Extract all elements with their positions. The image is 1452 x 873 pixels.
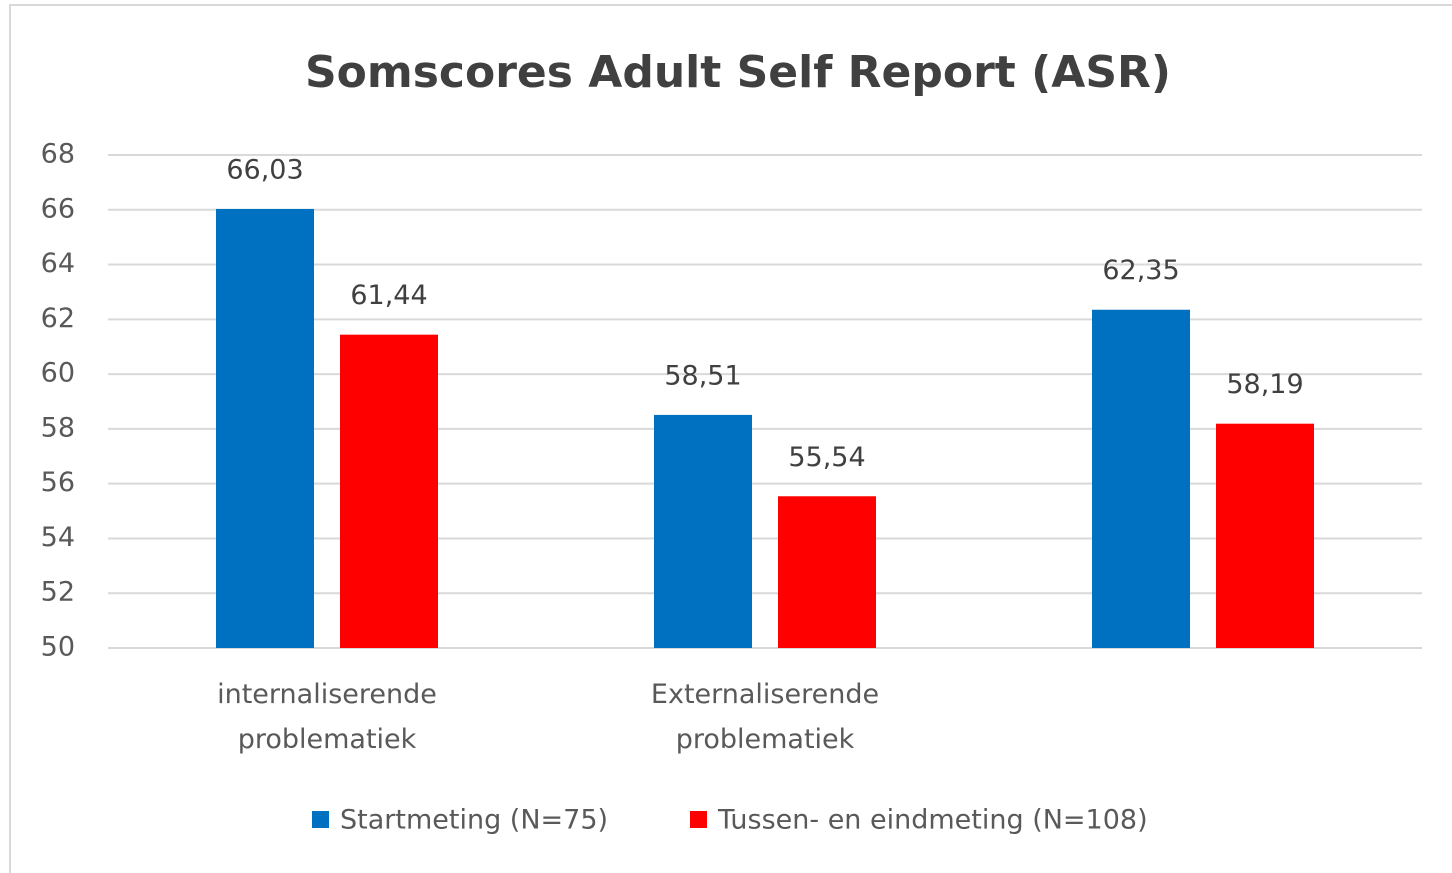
bar — [778, 496, 876, 648]
x-tick-label: Externaliserende problematiek — [651, 679, 879, 755]
y-tick-label: 50 — [41, 632, 75, 663]
legend-label: Tussen- en eindmeting (N=108) — [717, 805, 1148, 836]
bar — [1216, 423, 1314, 648]
y-tick-label: 54 — [41, 522, 75, 553]
x-tick-label: internaliserende problematiek — [217, 679, 437, 755]
data-label: 61,44 — [350, 280, 427, 311]
y-tick-label: 62 — [41, 303, 75, 334]
data-label: 62,35 — [1102, 255, 1179, 286]
x-tick-label-line: Externaliserende — [651, 679, 879, 710]
y-tick-label: 68 — [41, 139, 75, 170]
legend-swatch — [690, 811, 707, 828]
y-tick-label: 58 — [41, 412, 75, 443]
x-tick-label-line: internaliserende — [217, 679, 437, 710]
bar — [654, 414, 752, 648]
x-tick-label-line: problematiek — [676, 724, 855, 755]
bar — [1092, 309, 1190, 648]
y-tick-label: 60 — [41, 358, 75, 389]
data-label: 58,51 — [664, 360, 741, 391]
legend-swatch — [312, 811, 329, 828]
bar — [216, 208, 314, 648]
bar — [340, 334, 438, 648]
data-label: 66,03 — [226, 154, 303, 185]
y-tick-label: 56 — [41, 467, 75, 498]
data-label: 55,54 — [788, 442, 865, 473]
y-tick-label: 64 — [41, 248, 75, 279]
y-tick-label: 66 — [41, 193, 75, 224]
data-label: 58,19 — [1226, 369, 1303, 400]
x-tick-label-line: problematiek — [238, 724, 417, 755]
legend-label: Startmeting (N=75) — [340, 805, 608, 836]
y-tick-label: 52 — [41, 577, 75, 608]
chart-title: Somscores Adult Self Report (ASR) — [305, 47, 1171, 98]
